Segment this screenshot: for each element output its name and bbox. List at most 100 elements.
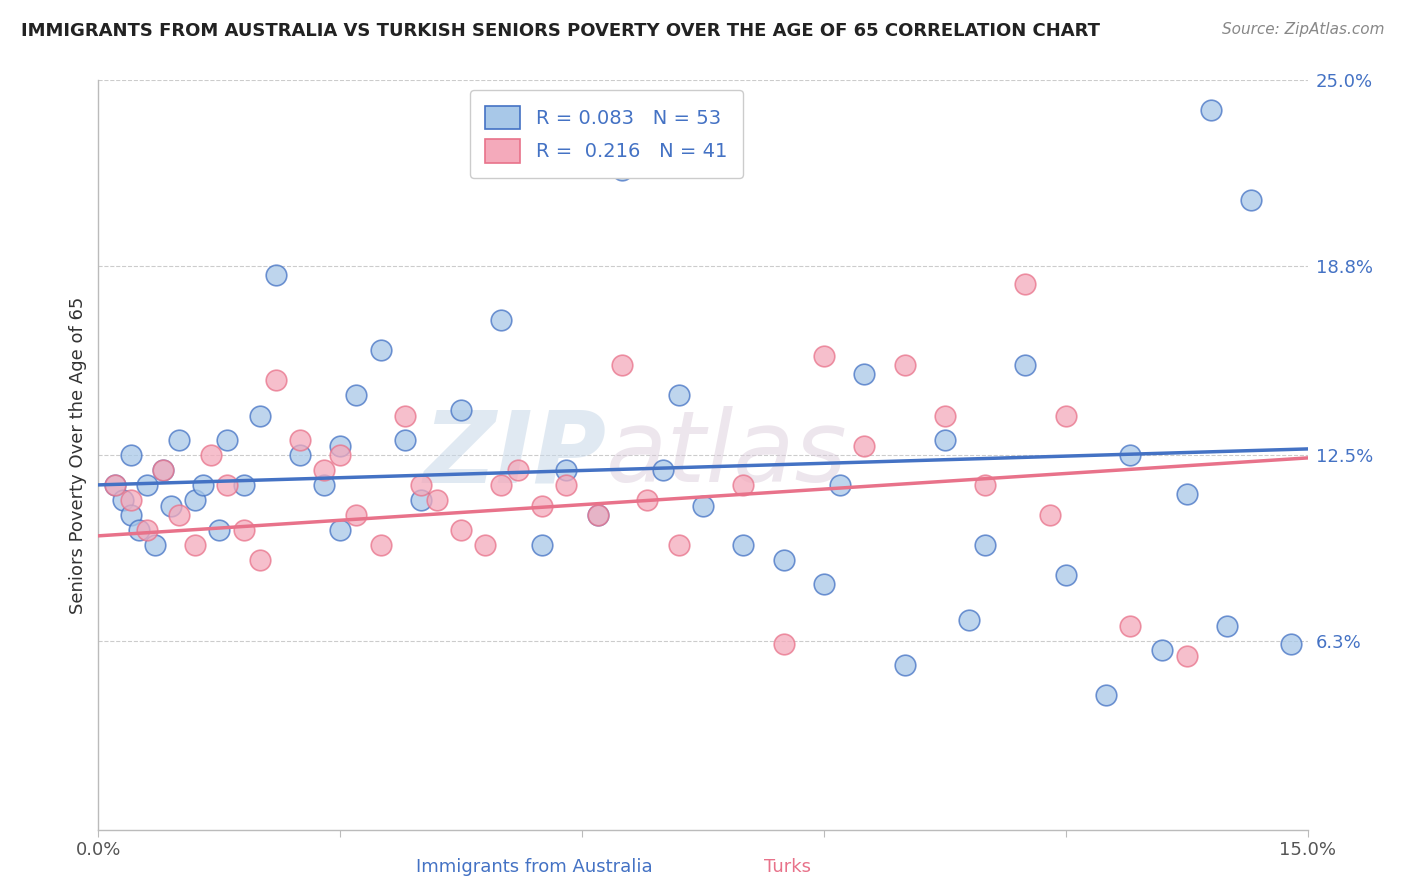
Point <box>828 478 851 492</box>
Point <box>668 538 690 552</box>
Point <box>394 409 416 423</box>
Point <box>249 553 271 567</box>
Point <box>135 523 157 537</box>
Point <box>167 433 190 447</box>
Point <box>1240 193 1263 207</box>
Point <box>474 538 496 552</box>
Point <box>184 492 207 507</box>
Point <box>733 478 755 492</box>
Point <box>772 637 794 651</box>
Point <box>586 508 609 522</box>
Point <box>103 478 125 492</box>
Point <box>530 499 553 513</box>
Text: Immigrants from Australia: Immigrants from Australia <box>416 858 652 876</box>
Point <box>893 358 915 372</box>
Text: ZIP: ZIP <box>423 407 606 503</box>
Point <box>208 523 231 537</box>
Point <box>249 409 271 423</box>
Point <box>586 508 609 522</box>
Point <box>103 478 125 492</box>
Point <box>853 367 876 381</box>
Point <box>772 553 794 567</box>
Point <box>530 538 553 552</box>
Point <box>974 478 997 492</box>
Point <box>733 538 755 552</box>
Point <box>394 433 416 447</box>
Point <box>314 478 336 492</box>
Point <box>668 388 690 402</box>
Point <box>1175 648 1198 663</box>
Point <box>409 478 432 492</box>
Point <box>329 439 352 453</box>
Point <box>1039 508 1062 522</box>
Y-axis label: Seniors Poverty Over the Age of 65: Seniors Poverty Over the Age of 65 <box>69 296 87 614</box>
Point <box>813 576 835 591</box>
Point <box>1095 688 1118 702</box>
Point <box>636 492 658 507</box>
Point <box>1152 642 1174 657</box>
Point <box>128 523 150 537</box>
Point <box>143 538 166 552</box>
Point <box>329 448 352 462</box>
Point <box>193 478 215 492</box>
Point <box>692 499 714 513</box>
Point <box>217 478 239 492</box>
Point <box>344 388 367 402</box>
Point <box>853 439 876 453</box>
Text: IMMIGRANTS FROM AUSTRALIA VS TURKISH SENIORS POVERTY OVER THE AGE OF 65 CORRELAT: IMMIGRANTS FROM AUSTRALIA VS TURKISH SEN… <box>21 22 1099 40</box>
Point <box>491 313 513 327</box>
Point <box>1014 358 1036 372</box>
Point <box>120 508 142 522</box>
Point <box>1054 567 1077 582</box>
Point <box>264 268 287 282</box>
Point <box>450 403 472 417</box>
Point <box>934 409 956 423</box>
Point <box>120 492 142 507</box>
Point <box>217 433 239 447</box>
Text: Source: ZipAtlas.com: Source: ZipAtlas.com <box>1222 22 1385 37</box>
Point <box>957 613 980 627</box>
Point <box>506 463 529 477</box>
Point <box>1119 448 1142 462</box>
Point <box>184 538 207 552</box>
Point <box>426 492 449 507</box>
Point <box>370 343 392 357</box>
Point <box>314 463 336 477</box>
Point <box>111 492 134 507</box>
Point <box>167 508 190 522</box>
Point <box>1216 619 1239 633</box>
Point <box>491 478 513 492</box>
Point <box>152 463 174 477</box>
Point <box>1175 487 1198 501</box>
Point <box>160 499 183 513</box>
Point <box>813 349 835 363</box>
Point <box>1119 619 1142 633</box>
Point <box>288 448 311 462</box>
Point <box>120 448 142 462</box>
Point <box>555 478 578 492</box>
Point <box>264 373 287 387</box>
Point <box>344 508 367 522</box>
Point <box>612 358 634 372</box>
Point <box>152 463 174 477</box>
Point <box>329 523 352 537</box>
Point <box>409 492 432 507</box>
Legend: R = 0.083   N = 53, R =  0.216   N = 41: R = 0.083 N = 53, R = 0.216 N = 41 <box>470 90 742 178</box>
Point <box>200 448 222 462</box>
Point <box>232 523 254 537</box>
Point <box>1054 409 1077 423</box>
Point <box>1281 637 1303 651</box>
Point <box>288 433 311 447</box>
Point <box>232 478 254 492</box>
Point <box>974 538 997 552</box>
Point <box>612 163 634 178</box>
Point <box>1199 103 1222 118</box>
Point <box>450 523 472 537</box>
Point <box>370 538 392 552</box>
Point <box>893 657 915 672</box>
Text: Turks: Turks <box>763 858 811 876</box>
Point <box>651 463 673 477</box>
Point <box>934 433 956 447</box>
Text: atlas: atlas <box>606 407 848 503</box>
Point <box>135 478 157 492</box>
